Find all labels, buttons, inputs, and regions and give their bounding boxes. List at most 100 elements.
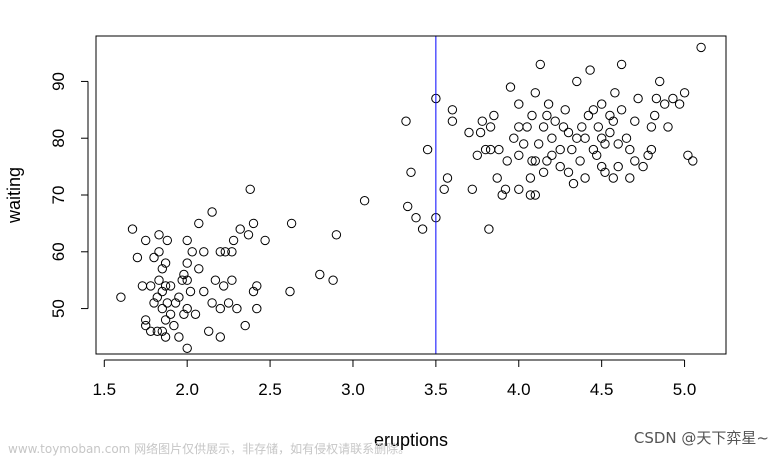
data-point [633,93,643,104]
data-point [401,116,411,126]
data-point [608,116,618,126]
data-point [563,127,574,138]
data-point [162,235,173,246]
data-point [154,230,164,240]
data-point [177,275,187,285]
x-tick-label: 5.0 [673,380,697,399]
data-point [315,269,325,280]
data-point [621,133,632,143]
data-point [149,252,159,263]
data-point [572,133,582,143]
data-point [285,286,295,297]
data-point [560,105,570,115]
data-point [600,139,610,149]
y-axis-label: waiting [4,167,24,224]
data-point [152,326,163,336]
x-tick-label: 4.0 [507,380,531,399]
data-point [245,184,255,195]
data-point [583,110,594,121]
data-point [585,65,595,75]
data-point [555,161,565,172]
data-point [663,122,673,132]
data-point [550,116,560,126]
data-point [580,133,590,143]
data-point [502,156,512,166]
data-point [152,292,163,302]
data-point [522,122,532,132]
x-tick-label: 3.5 [424,380,448,399]
data-point [170,298,181,308]
data-point [182,235,192,246]
data-point [235,224,245,234]
y-tick-label: 90 [49,72,68,91]
data-point [509,133,519,143]
data-point [527,156,537,166]
data-point [588,105,599,115]
data-point [252,281,262,291]
data-point [643,150,653,161]
data-point [240,320,250,331]
data-point [464,127,474,138]
data-point [406,167,416,178]
x-tick-label: 3.0 [341,380,365,399]
data-point [572,76,582,87]
data-point [696,42,706,53]
data-point [480,144,491,155]
data-point [558,122,569,132]
data-point [674,99,685,109]
data-point [485,144,496,155]
data-point [538,167,549,178]
data-point [535,59,545,70]
data-point [154,275,164,285]
data-point [514,99,524,109]
data-point [527,110,537,121]
data-point [199,286,209,297]
data-point [650,110,660,121]
x-tick-label: 2.0 [175,380,199,399]
data-point [215,247,226,257]
data-point [505,82,516,92]
data-point [605,110,615,121]
data-point [638,161,648,172]
data-point [417,224,428,234]
data-point [688,156,698,166]
data-point [530,88,540,98]
data-point [160,258,171,268]
data-point [204,326,214,336]
watermark-text-right: CSDN @天下弈星~ [633,429,769,447]
data-point [157,286,168,297]
data-point [194,218,204,229]
data-point [563,167,574,178]
data-point [646,122,657,132]
data-point [530,156,540,166]
data-point [141,320,151,331]
data-point [484,224,494,234]
data-point [157,326,168,336]
data-point [683,150,693,161]
data-point [174,332,184,342]
y-tick-label: 80 [49,129,68,148]
data-point [534,139,544,149]
data-point [160,332,171,342]
data-point [668,93,678,104]
data-point [179,309,189,319]
data-point [141,315,151,325]
data-point [132,252,143,263]
data-point [174,292,184,302]
data-point [127,224,138,234]
data-point [567,144,577,155]
x-axis-label: eruptions [374,430,448,450]
y-tick-label: 70 [49,186,68,205]
y-axis: 50 60 70 80 90 [49,72,89,318]
data-point [442,173,453,183]
data-point [227,275,237,285]
data-point [538,122,549,132]
data-point [194,264,204,274]
data-point [232,303,242,314]
data-point [547,150,557,161]
data-point [182,303,192,314]
data-point [439,184,449,195]
data-point [575,156,585,166]
data-point [185,286,196,297]
data-points [116,42,706,353]
